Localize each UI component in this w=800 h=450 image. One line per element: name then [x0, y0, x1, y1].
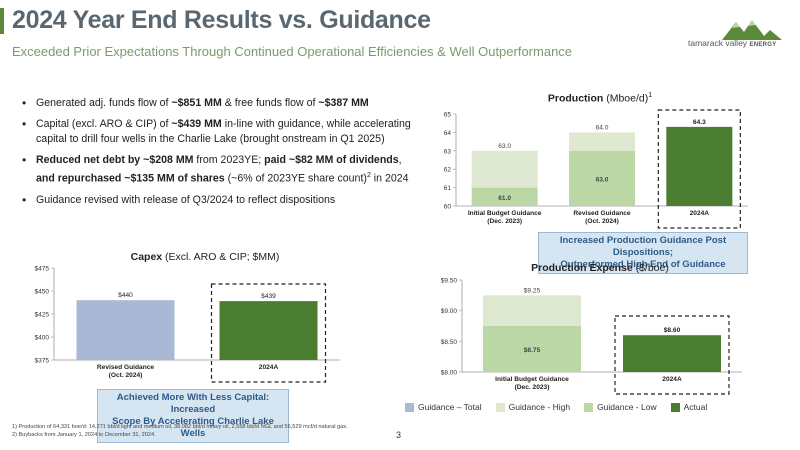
production-callout: Increased Production Guidance Post Dispo… — [538, 232, 748, 274]
legend-item: Guidance - High — [495, 402, 571, 412]
highlight-box — [210, 283, 327, 383]
x-tick-label: Initial Budget Guidance — [468, 210, 542, 217]
production-chart: 60 61 62 63 64 65 Initial Budget Guidance(Dec.… — [444, 109, 748, 229]
chart-legend: Guidance – Total Guidance - High Guidance … — [405, 402, 707, 412]
legend-swatch — [584, 402, 594, 412]
y-tick-label: 64 — [444, 130, 452, 137]
y-tick-label: $425 — [35, 312, 50, 319]
data-label: $8.75 — [524, 347, 541, 354]
x-tick-label: 2024A — [690, 210, 710, 217]
x-tick-label: Initial Budget Guidance — [495, 376, 569, 383]
title-accent-bar — [0, 8, 4, 34]
bar-guidance-high — [471, 150, 538, 188]
bullet-item: Reduced net debt by ~$208 MM from 2023YE… — [22, 153, 412, 187]
y-tick-label: 62 — [444, 167, 452, 174]
data-label: 61.0 — [498, 195, 511, 202]
legend-label: Guidance – Total — [418, 402, 482, 412]
legend-item: Guidance – Total — [405, 402, 482, 412]
x-tick-label: 2024A — [259, 364, 279, 371]
x-tick-label: (Dec. 2023) — [515, 384, 550, 391]
legend-swatch — [670, 402, 680, 412]
legend-item: Guidance - Low — [584, 402, 657, 412]
bullet-item: Generated adj. funds flow of ~$851 MM & … — [22, 96, 412, 111]
prodexp-chart: $8.00 $8.50 $9.00 $9.50 Initial Budget Guida… — [441, 278, 742, 395]
x-tick-label: (Oct. 2024) — [585, 218, 619, 225]
x-tick-label: (Dec. 2023) — [487, 218, 522, 225]
bar-actual — [623, 335, 721, 372]
legend-label: Actual — [683, 402, 708, 412]
data-label: $439 — [261, 293, 276, 300]
data-label: 64.3 — [693, 119, 706, 126]
bar — [76, 300, 175, 360]
capex-chart-title: Capex (Excl. ARO & CIP; $MM) — [130, 251, 280, 263]
y-tick-label: 65 — [444, 112, 452, 119]
y-tick-label: $8.50 — [441, 339, 458, 346]
capex-callout: Achieved More With Less Capital: Increas… — [97, 389, 289, 443]
y-tick-label: $375 — [35, 358, 50, 365]
prodexp-chart-title: Production Expense ($/boe) — [531, 262, 669, 274]
capex-chart: $375 $400 $425 $450 $475 Revised Guidance(Oct… — [35, 266, 340, 383]
y-tick-label: 63 — [444, 148, 452, 155]
page-title: 2024 Year End Results vs. Guidance — [12, 6, 431, 34]
key-results-list: Generated adj. funds flow of ~$851 MM & … — [22, 96, 412, 214]
page-subtitle: Exceeded Prior Expectations Through Cont… — [12, 44, 573, 59]
bar-guidance-low — [471, 187, 538, 206]
legend-swatch — [405, 402, 414, 412]
y-tick-label: $9.00 — [441, 308, 458, 315]
y-tick-label: 61 — [444, 185, 452, 192]
data-label: 64.0 — [596, 124, 609, 131]
legend-label: Guidance - High — [508, 402, 571, 412]
legend-label: Guidance - Low — [597, 402, 657, 412]
bullet-item: Guidance revised with release of Q3/2024… — [22, 193, 412, 208]
legend-item: Actual — [670, 402, 708, 412]
x-tick-label: Revised Guidance — [97, 364, 155, 371]
legend-swatch — [495, 402, 505, 412]
y-tick-label: $9.50 — [441, 278, 458, 285]
company-logo-text: tamarack valley ENERGY — [688, 38, 777, 48]
bullet-item: Capital (excl. ARO & CIP) of ~$439 MM in… — [22, 117, 412, 147]
bar-guidance-high — [483, 295, 581, 326]
bar-guidance-low — [483, 326, 581, 372]
production-chart-title: Production (Mboe/d)1 — [547, 92, 653, 105]
footnotes: 1) Production of 64,331 boe/d: 14,271 bb… — [12, 423, 348, 439]
bar-guidance-low — [569, 150, 635, 206]
data-label: $440 — [118, 292, 133, 299]
company-logo-icon — [722, 20, 782, 40]
x-tick-label: 2024A — [662, 376, 682, 383]
y-tick-label: 60 — [444, 204, 452, 211]
bar-guidance-high — [569, 132, 635, 151]
data-label: $9.25 — [524, 287, 541, 294]
y-tick-label: $475 — [35, 266, 50, 273]
data-label: $8.60 — [664, 327, 681, 334]
bar — [219, 301, 318, 360]
bar-actual — [666, 126, 733, 206]
data-label: 63.0 — [498, 143, 511, 150]
footnote-1: 1) Production of 64,331 boe/d: 14,271 bb… — [12, 424, 348, 430]
data-label: 63.0 — [596, 176, 609, 183]
x-tick-label: Revised Guidance — [573, 210, 631, 217]
x-tick-label: (Oct. 2024) — [109, 372, 143, 379]
y-tick-label: $8.00 — [441, 370, 458, 377]
page-number: 3 — [396, 430, 402, 440]
y-tick-label: $450 — [35, 289, 50, 296]
highlight-box — [614, 315, 730, 395]
highlight-box — [657, 109, 741, 229]
y-tick-label: $400 — [35, 335, 50, 342]
footnote-2: 2) Buybacks from January 1, 2024 to Dece… — [12, 432, 156, 438]
